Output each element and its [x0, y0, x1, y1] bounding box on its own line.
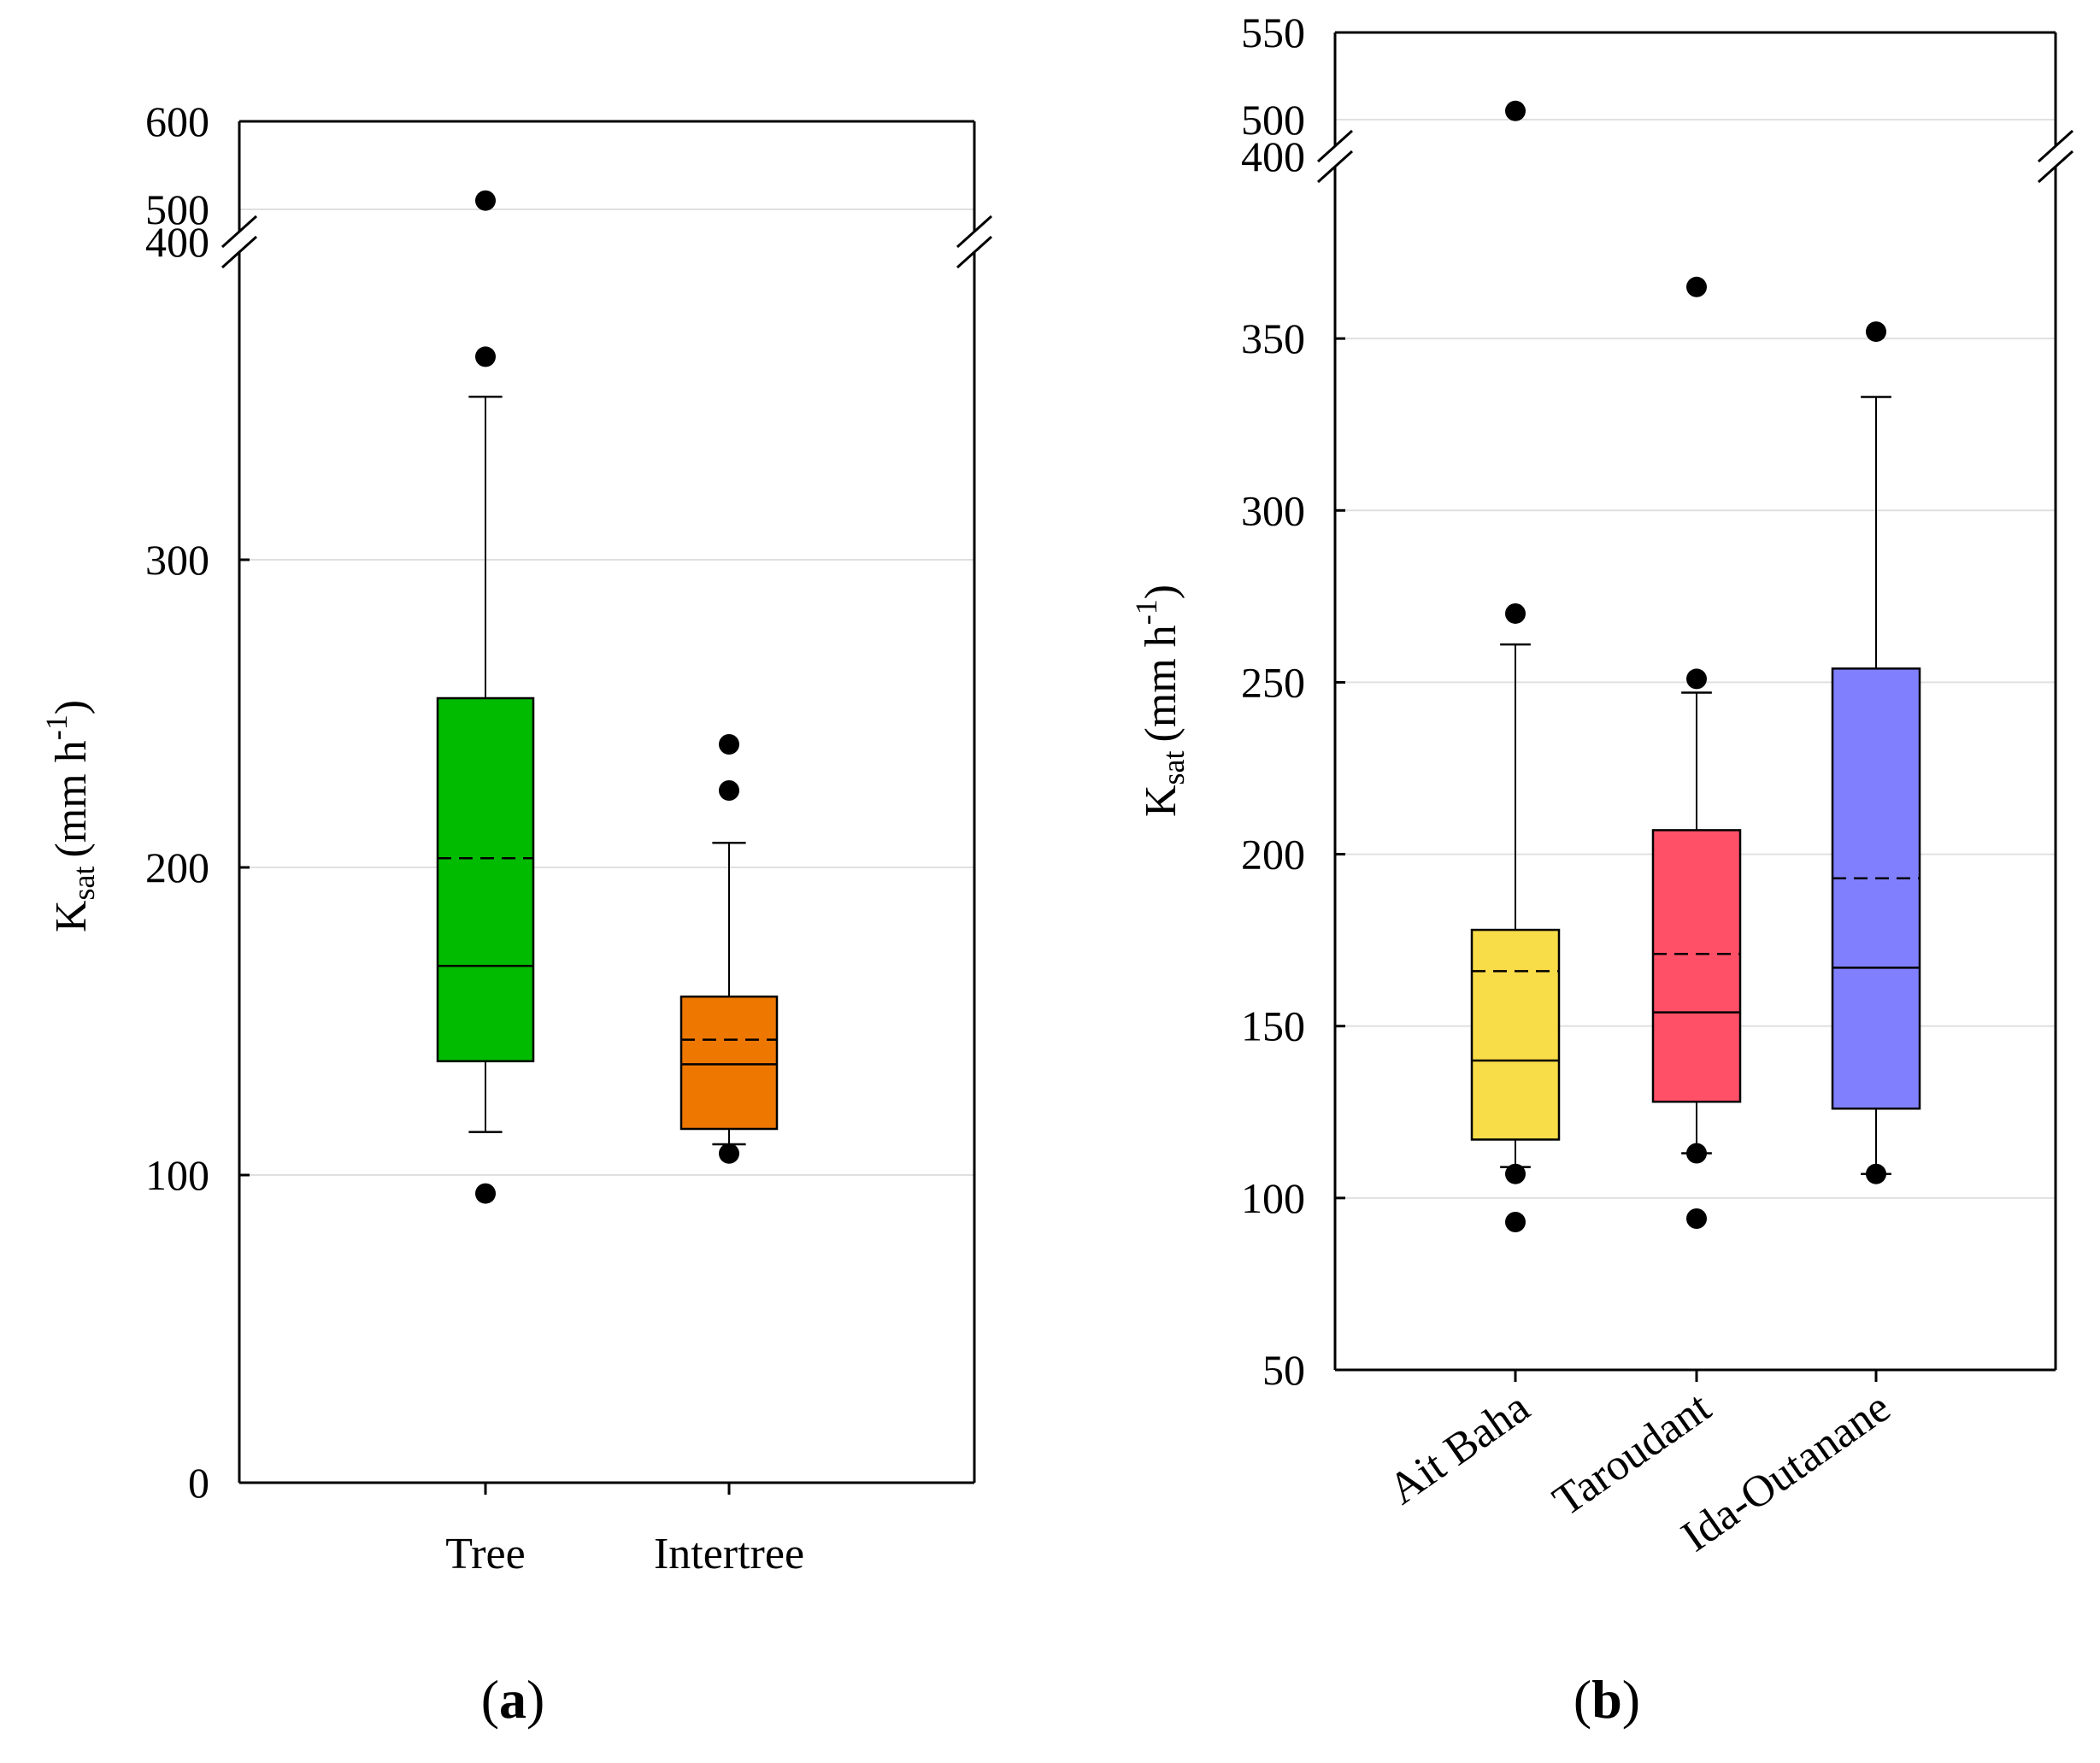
axis-break-mark [1316, 150, 1354, 184]
y-tick-label: 200 [145, 843, 209, 891]
box-taroudant [1651, 829, 1742, 1103]
y-tick-label: 200 [1241, 831, 1305, 879]
outlier-point [475, 1183, 496, 1204]
y-tick-label: 0 [188, 1459, 209, 1507]
outlier-point [475, 190, 496, 211]
box-tree [436, 696, 535, 1063]
axis-break-mark [2037, 129, 2074, 163]
outlier-point [1686, 668, 1707, 690]
outlier-point [475, 346, 496, 367]
y-tick-label: 100 [145, 1151, 209, 1199]
box-ait-baha [1470, 928, 1561, 1141]
panel-a-label: (a) [481, 1669, 545, 1730]
panel-a-ylabel: Ksat(mm h-1) [39, 700, 101, 932]
category-label: Ait Baha [1380, 1383, 1538, 1514]
outlier-point [1505, 100, 1526, 121]
outlier-point [1866, 1163, 1886, 1184]
outlier-point [719, 1143, 739, 1164]
category-label: Tree [445, 1530, 525, 1578]
outlier-point [1686, 276, 1707, 297]
axis-break-mark [221, 214, 258, 249]
y-tick-label: 300 [1241, 486, 1305, 534]
y-tick-label: 500 [145, 185, 209, 233]
axis-break-mark [221, 235, 258, 269]
panel-b-ylabel: Ksat(mm h-1) [1129, 585, 1191, 817]
outlier-point [1686, 1208, 1707, 1229]
y-tick-label: 350 [1241, 314, 1305, 362]
outlier-point [1686, 1143, 1707, 1164]
outlier-point [719, 734, 739, 755]
axis-break-mark [956, 214, 993, 249]
axis-break-mark [2037, 150, 2074, 184]
outlier-point [1505, 1212, 1526, 1233]
y-tick-label: 400 [145, 218, 209, 266]
panel-b-label: (b) [1574, 1669, 1640, 1730]
category-label: Intertree [654, 1530, 804, 1578]
axis-break-mark [1316, 129, 1354, 163]
y-tick-label: 250 [1241, 658, 1305, 706]
y-tick-label: 300 [145, 536, 209, 584]
box-intertree [679, 995, 779, 1131]
y-tick-label: 600 [145, 97, 209, 145]
box-ida-outanane [1831, 667, 1921, 1110]
y-tick-label: 100 [1241, 1174, 1305, 1222]
outlier-point [1866, 321, 1886, 343]
y-tick-label: 550 [1241, 9, 1305, 56]
outlier-point [1505, 602, 1526, 624]
category-label: Taroudant [1544, 1383, 1720, 1525]
y-tick-label: 500 [1241, 96, 1305, 144]
outlier-point [1505, 1163, 1526, 1184]
outlier-point [719, 780, 739, 801]
axis-break-mark [956, 235, 993, 269]
y-tick-label: 400 [1241, 132, 1305, 180]
y-tick-label: 150 [1241, 1002, 1305, 1050]
y-tick-label: 50 [1262, 1346, 1305, 1394]
